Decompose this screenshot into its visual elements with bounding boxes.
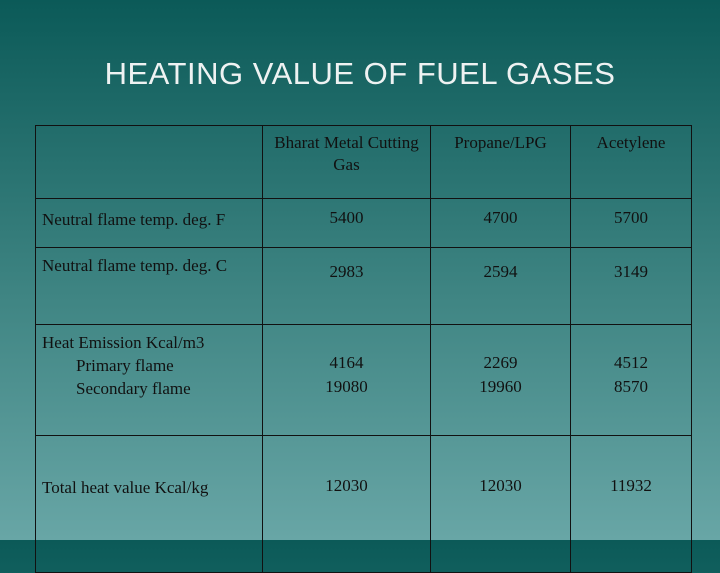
table-row: Neutral flame temp. deg. C 2983 2594 3149 (35, 247, 692, 325)
cell-value: 2983 (329, 262, 364, 281)
value-cell: 5400 (262, 198, 431, 248)
column-header: Acetylene (570, 125, 692, 199)
table-row: Heat Emission Kcal/m3 Primary flame Second… (35, 324, 692, 436)
row-label: Neutral flame temp. deg. F (35, 198, 263, 248)
cell-value: 19960 (479, 377, 522, 396)
cell-value: 12030 (325, 476, 368, 495)
cell-value: 2594 (483, 262, 518, 281)
value-cell: 12030 (262, 435, 431, 573)
cell-value: 19080 (325, 377, 368, 396)
cell-value: 11932 (610, 476, 652, 495)
data-table: Bharat Metal Cutting Gas Propane/LPG Acety… (35, 125, 692, 573)
cell-value: 4512 (614, 353, 648, 372)
value-cell: 2269 19960 (430, 324, 571, 436)
table-row: Neutral flame temp. deg. F 5400 4700 5700 (35, 198, 692, 248)
row-label-line: Neutral flame temp. deg. C (42, 256, 228, 275)
value-cell: 4164 19080 (262, 324, 431, 436)
cell-value: 4164 (329, 353, 364, 372)
cell-value: 12030 (479, 476, 522, 495)
header-row: Bharat Metal Cutting Gas Propane/LPG Acety… (35, 125, 692, 199)
value-cell: 2983 (262, 247, 431, 325)
value-cell: 4512 8570 (570, 324, 692, 436)
row-label-line: Primary flame (76, 356, 174, 375)
column-header: Bharat Metal Cutting Gas (262, 125, 431, 199)
value-cell: 11932 (570, 435, 692, 573)
cell-value: 8570 (614, 377, 648, 396)
row-label-line: Total heat value Kcal/kg (42, 478, 209, 497)
cell-value: 2269 (483, 353, 518, 372)
table-row: Total heat value Kcal/kg 12030 12030 11932 (35, 435, 692, 573)
value-cell: 5700 (570, 198, 692, 248)
cell-value: 5700 (614, 208, 648, 227)
cell-value: 5400 (329, 208, 364, 227)
row-label-line: Neutral flame temp. deg. F (42, 210, 226, 229)
row-label-line: Secondary flame (76, 379, 191, 398)
value-cell: 4700 (430, 198, 571, 248)
value-cell: 12030 (430, 435, 571, 573)
row-label: Heat Emission Kcal/m3 Primary flame Second… (35, 324, 263, 436)
cell-value: 3149 (614, 262, 648, 281)
column-header: Propane/LPG (430, 125, 571, 199)
row-label: Total heat value Kcal/kg (35, 435, 263, 573)
row-label-line: Heat Emission Kcal/m3 (42, 333, 205, 352)
slide-title: HEATING VALUE OF FUEL GASES (104, 56, 616, 91)
value-cell: 2594 (430, 247, 571, 325)
cell-value: 4700 (483, 208, 518, 227)
corner-cell (35, 125, 263, 199)
value-cell: 3149 (570, 247, 692, 325)
row-label: Neutral flame temp. deg. C (35, 247, 263, 325)
